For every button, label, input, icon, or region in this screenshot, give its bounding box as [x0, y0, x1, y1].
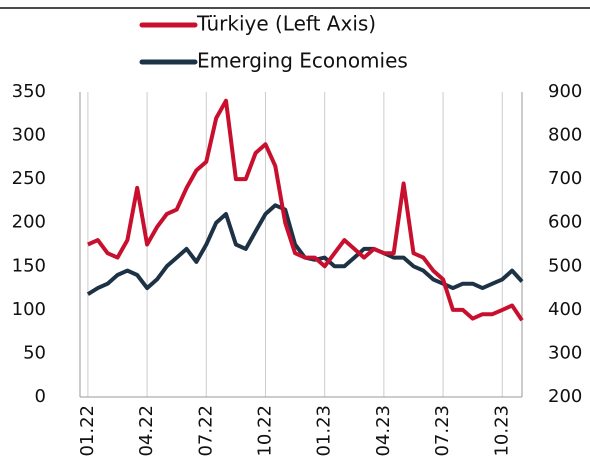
- y-tick-label: 250: [12, 168, 46, 189]
- y2-tick-label: 400: [548, 299, 582, 320]
- legend-label: Türkiye (Left Axis): [196, 12, 376, 36]
- y-tick-label: 0: [35, 386, 46, 407]
- y2-tick-label: 200: [548, 386, 582, 407]
- x-tick-label: 04.22: [136, 405, 157, 457]
- y-tick-label: 150: [12, 255, 46, 276]
- x-tick-label: 10.22: [254, 405, 275, 457]
- x-tick-label: 01.23: [314, 405, 335, 457]
- x-tick-label: 04.23: [373, 405, 394, 457]
- series-line: [86, 203, 524, 296]
- y2-tick-label: 900: [548, 81, 582, 102]
- x-tick-label: 07.23: [432, 405, 453, 457]
- series-line: [87, 98, 524, 322]
- y-tick-label: 350: [12, 81, 46, 102]
- x-tick-label: 01.22: [77, 405, 98, 457]
- x-tick-label: 10.23: [491, 405, 512, 457]
- y2-tick-label: 800: [548, 125, 582, 146]
- x-tick-label: 07.22: [195, 405, 216, 457]
- y-tick-label: 300: [12, 125, 46, 146]
- y2-tick-label: 600: [548, 212, 582, 233]
- y-tick-label: 200: [12, 212, 46, 233]
- y2-tick-label: 300: [548, 342, 582, 363]
- legend-label: Emerging Economies: [197, 49, 408, 73]
- y2-tick-label: 500: [548, 255, 582, 276]
- y2-tick-label: 700: [548, 168, 582, 189]
- y-tick-label: 50: [23, 342, 46, 363]
- y-tick-label: 100: [12, 299, 46, 320]
